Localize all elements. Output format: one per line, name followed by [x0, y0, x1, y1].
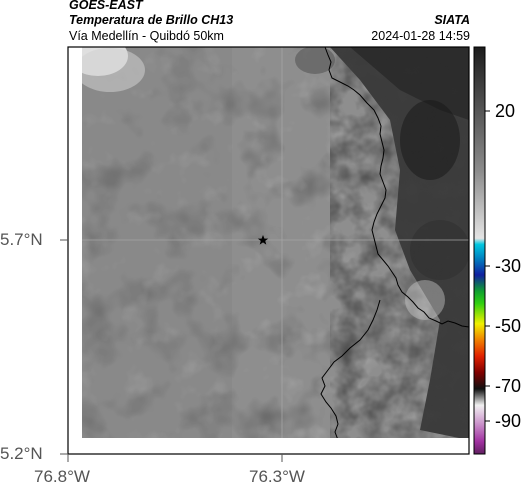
colorbar-label-minus70: -70	[495, 376, 522, 396]
colorbar-label-minus30: -30	[495, 256, 522, 276]
source-label: SIATA	[434, 13, 470, 27]
colorbar-label-20: 20	[495, 101, 516, 121]
boundary-line-east	[324, 47, 469, 328]
product-title: Temperatura de Brillo CH13	[69, 13, 234, 27]
route-subtitle: Vía Medellín - Quibdó 50km	[69, 29, 224, 43]
map-frame	[67, 46, 470, 455]
colorbar-frame	[473, 46, 486, 455]
satellite-title: GOES-EAST	[69, 0, 143, 12]
boundary-line-south	[320, 299, 381, 438]
location-star-marker	[257, 235, 269, 245]
colorbar-label-minus90: -90	[495, 411, 522, 431]
colorbar-ticks	[485, 110, 490, 422]
lon-label-76.8: 76.8°W	[34, 467, 90, 486]
lat-label-5.7: 5.7°N	[0, 230, 43, 249]
lat-label-5.2: 5.2°N	[0, 444, 43, 463]
colorbar	[474, 47, 485, 454]
satellite-image	[82, 47, 469, 438]
timestamp-label: 2024-01-28 14:59	[371, 29, 470, 43]
lon-label-76.3: 76.3°W	[249, 467, 305, 486]
colorbar-label-minus50: -50	[495, 316, 522, 336]
